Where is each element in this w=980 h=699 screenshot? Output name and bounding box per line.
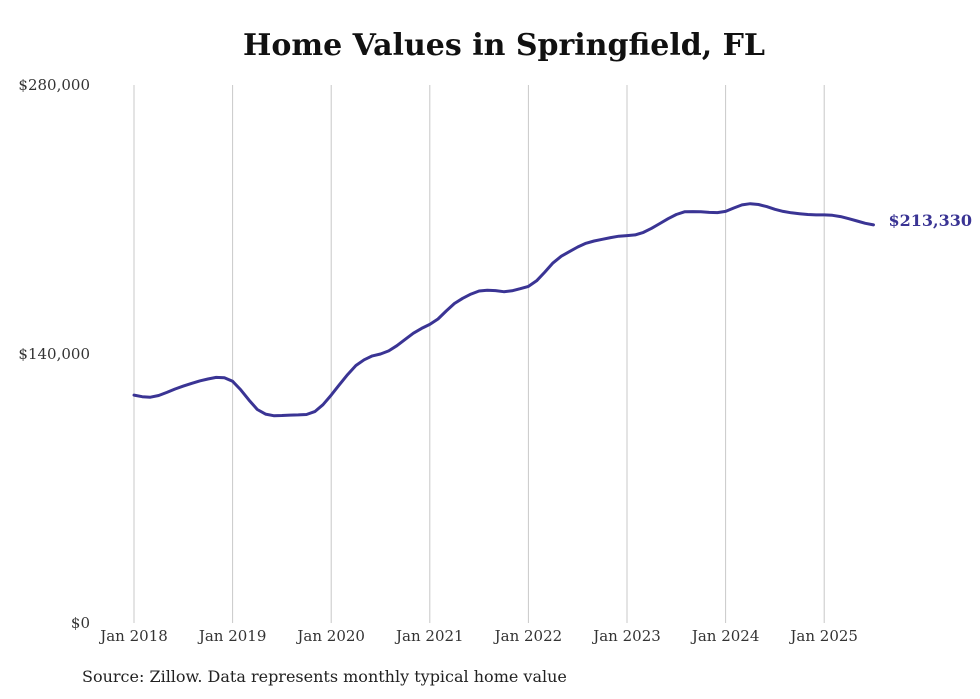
y-axis: $0 $140,000 $280,000 bbox=[18, 76, 90, 632]
series-line bbox=[132, 202, 875, 418]
x-tick-label: Jan 2022 bbox=[493, 627, 563, 645]
series bbox=[132, 202, 875, 418]
y-tick-label: $140,000 bbox=[18, 345, 90, 363]
x-tick-label: Jan 2023 bbox=[591, 627, 661, 645]
x-tick-label: Jan 2018 bbox=[98, 627, 168, 645]
x-axis: Jan 2018 Jan 2019 Jan 2020 Jan 2021 Jan 2022… bbox=[98, 627, 858, 645]
x-tick-label: Jan 2019 bbox=[197, 627, 267, 645]
x-tick-label: Jan 2021 bbox=[394, 627, 464, 645]
x-tick-label: Jan 2020 bbox=[295, 627, 365, 645]
x-tick-label: Jan 2025 bbox=[788, 627, 858, 645]
end-value-label: $213,330 bbox=[889, 211, 973, 230]
y-tick-label: $0 bbox=[71, 614, 90, 632]
source-note: Source: Zillow. Data represents monthly … bbox=[82, 667, 567, 686]
gridlines bbox=[133, 85, 825, 623]
chart-title: Home Values in Springfield, FL bbox=[242, 28, 766, 63]
annotations: $213,330 bbox=[889, 211, 973, 230]
x-tick-label: Jan 2024 bbox=[690, 627, 760, 645]
y-tick-label: $280,000 bbox=[18, 76, 90, 94]
